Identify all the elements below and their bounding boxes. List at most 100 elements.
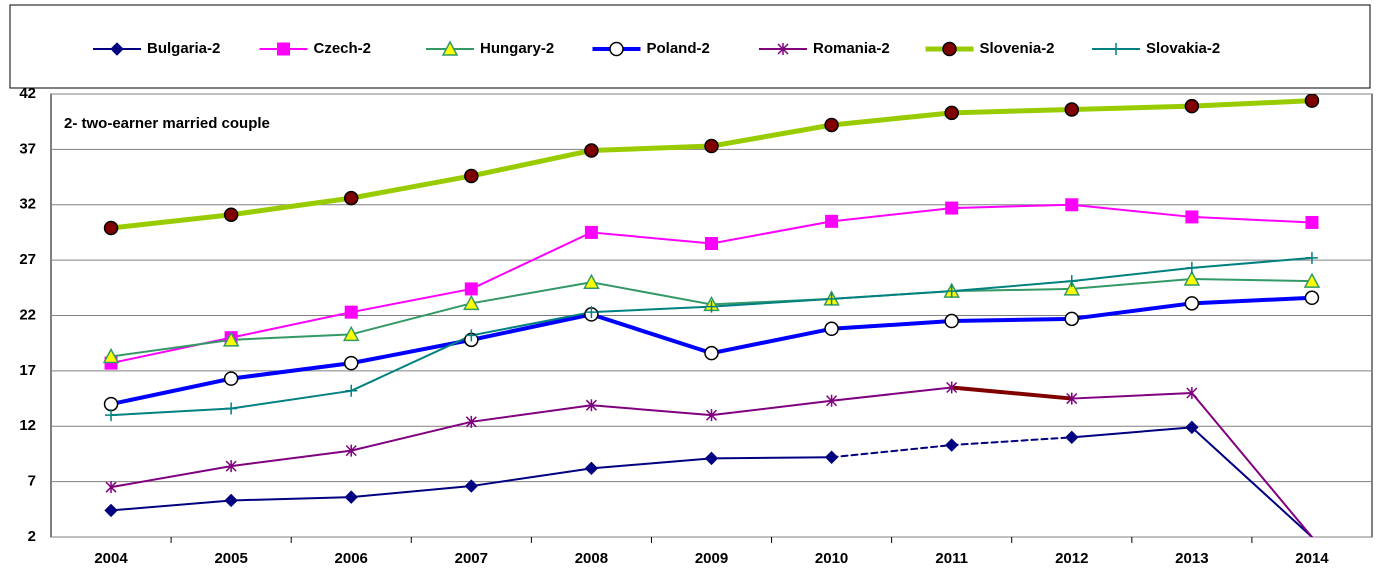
marker <box>463 294 480 311</box>
line-segment <box>590 404 713 417</box>
marker <box>1063 280 1081 296</box>
marker <box>705 237 718 251</box>
marker <box>942 41 957 57</box>
marker <box>1183 270 1201 286</box>
legend-box <box>9 4 1371 89</box>
line-segment <box>350 302 473 336</box>
marker <box>704 138 719 154</box>
marker <box>1184 296 1200 311</box>
x-tick-label: 2013 <box>1175 550 1208 567</box>
line-segment <box>470 404 593 423</box>
line-segment <box>950 287 1073 293</box>
line-segment <box>229 361 354 381</box>
line-segment <box>590 305 713 314</box>
marker <box>465 415 477 428</box>
line-segment <box>1190 277 1313 283</box>
legend-label: Slovakia-2 <box>1146 40 1220 57</box>
line-segment <box>830 290 953 300</box>
marker <box>344 305 358 319</box>
line-segment <box>830 444 953 459</box>
marker <box>1185 420 1199 435</box>
marker <box>104 503 118 518</box>
marker <box>1304 290 1320 306</box>
marker <box>824 450 839 464</box>
marker <box>1065 430 1079 445</box>
line-segment <box>468 147 594 179</box>
line-segment <box>230 389 353 410</box>
line-segment <box>350 287 473 314</box>
line-segment <box>710 220 833 245</box>
marker <box>223 207 239 222</box>
marker <box>441 40 459 56</box>
line-segment <box>1069 103 1195 113</box>
legend-label: Romania-2 <box>813 40 890 57</box>
marker <box>224 493 238 508</box>
line-segment <box>230 449 353 468</box>
legend-label: Bulgaria-2 <box>147 40 220 57</box>
legend-label: Hungary-2 <box>480 40 554 57</box>
x-tick-label: 2010 <box>815 550 848 567</box>
y-tick-label: 32 <box>19 196 36 213</box>
line-segment <box>110 338 233 358</box>
marker <box>464 479 479 493</box>
x-tick-label: 2006 <box>335 550 368 567</box>
marker <box>222 331 240 347</box>
x-tick-label: 2009 <box>695 550 728 567</box>
marker <box>1066 392 1078 405</box>
legend-label: Slovenia-2 <box>980 40 1055 57</box>
marker <box>824 321 839 337</box>
x-tick-label: 2014 <box>1295 550 1329 567</box>
line-segment <box>1190 256 1313 269</box>
line-segment <box>470 281 593 305</box>
marker <box>609 41 624 57</box>
marker <box>464 282 478 296</box>
line-segment <box>1070 392 1193 400</box>
marker <box>464 168 479 184</box>
line-segment <box>230 333 353 341</box>
marker <box>105 409 118 422</box>
line-segment <box>228 195 354 218</box>
marker <box>584 143 599 158</box>
line-segment <box>709 326 834 356</box>
line-segment <box>710 297 833 308</box>
marker <box>1065 198 1079 212</box>
line-segment <box>949 107 1075 116</box>
line-segment <box>590 457 713 470</box>
y-tick-label: 27 <box>19 251 36 268</box>
line-segment <box>830 386 953 402</box>
marker <box>1305 251 1318 264</box>
marker <box>343 190 359 206</box>
marker <box>704 345 719 361</box>
marker <box>584 225 598 239</box>
line-segment <box>110 499 233 512</box>
line-segment <box>348 173 474 201</box>
line-segment <box>950 203 1073 210</box>
x-tick-label: 2005 <box>214 550 247 567</box>
marker <box>824 117 839 133</box>
marker <box>223 371 239 386</box>
y-tick-label: 22 <box>19 306 36 323</box>
marker <box>342 325 360 342</box>
marker <box>1064 102 1080 117</box>
line-segment <box>1190 215 1313 224</box>
marker <box>944 105 959 121</box>
marker <box>225 402 238 415</box>
marker <box>945 285 958 298</box>
line-segment <box>829 319 954 331</box>
marker <box>705 300 718 313</box>
line-segment <box>1190 392 1313 537</box>
marker <box>1065 275 1078 288</box>
marker <box>1064 311 1080 327</box>
marker <box>110 42 124 56</box>
line-segment <box>230 496 353 502</box>
marker <box>102 347 120 364</box>
x-tick-label: 2008 <box>575 550 608 567</box>
line-segment <box>829 110 955 128</box>
marker <box>705 409 718 422</box>
marker <box>1185 261 1198 274</box>
y-tick-label: 12 <box>19 417 36 434</box>
line-segment <box>110 407 233 417</box>
marker <box>585 306 598 319</box>
marker <box>585 399 597 412</box>
y-tick-label: 2 <box>28 528 36 545</box>
